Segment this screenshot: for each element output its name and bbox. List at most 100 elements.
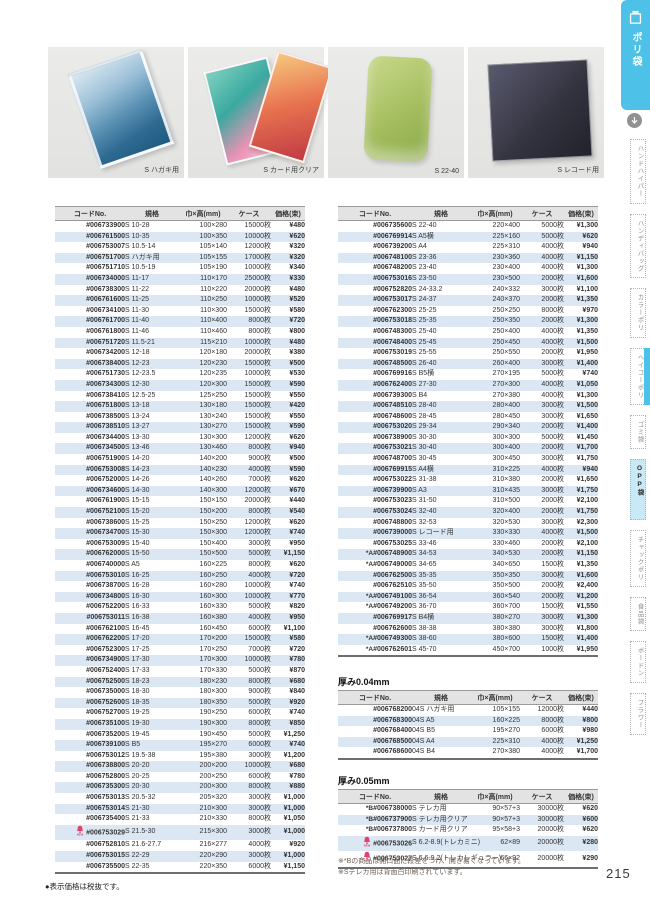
code-cell[interactable]: #006738510	[55, 422, 125, 433]
code-cell[interactable]: #006739100	[55, 740, 125, 751]
code-cell[interactable]: *B#006737800	[338, 825, 412, 836]
sidebar-tab-ハンドハイパー[interactable]: ハンドハイパー	[630, 139, 646, 204]
code-cell[interactable]: #006748200	[338, 263, 412, 274]
code-cell[interactable]: #006769917	[338, 612, 412, 624]
code-cell[interactable]: *A#006749000	[338, 560, 412, 571]
code-cell[interactable]: #006748100	[338, 252, 412, 264]
code-cell[interactable]: #006753013	[55, 793, 125, 804]
code-cell[interactable]: #006753014	[55, 803, 125, 815]
code-cell[interactable]: #006738600	[55, 518, 125, 529]
code-cell[interactable]: #006753019	[338, 348, 412, 359]
code-cell[interactable]: *A#006749300	[338, 634, 412, 645]
code-cell[interactable]: #006762510	[338, 581, 412, 592]
code-cell[interactable]: #006752700	[55, 708, 125, 719]
code-cell[interactable]: #006734600	[55, 485, 125, 497]
code-cell[interactable]: #006761700	[55, 316, 125, 327]
code-cell[interactable]: #006751710	[55, 263, 125, 274]
code-cell[interactable]: #006753012	[55, 751, 125, 762]
code-cell[interactable]: NEW #006753027	[338, 851, 412, 868]
sidebar-tab-ボードン[interactable]: ボードン	[630, 641, 646, 683]
code-cell[interactable]: #006733900	[55, 221, 125, 232]
scroll-down-button[interactable]	[627, 113, 642, 128]
code-cell[interactable]: #006738900	[338, 433, 412, 444]
code-cell[interactable]: #006739900	[338, 485, 412, 497]
code-cell[interactable]: #006762200	[55, 634, 125, 645]
code-cell[interactable]: #006735500	[55, 862, 125, 874]
code-cell[interactable]: #006748400	[338, 337, 412, 349]
code-cell[interactable]: #006768400	[338, 726, 412, 737]
code-cell[interactable]: *A#006749100	[338, 591, 412, 603]
code-cell[interactable]: #006751730	[55, 369, 125, 380]
code-cell[interactable]: *A#006762601	[338, 645, 412, 657]
code-cell[interactable]: #006748800	[338, 518, 412, 529]
code-cell[interactable]: #006762400	[338, 379, 412, 391]
code-cell[interactable]: #006738800	[55, 761, 125, 772]
code-cell[interactable]: #006740000	[55, 560, 125, 571]
code-cell[interactable]: *A#006748900	[338, 549, 412, 560]
sidebar-tab-ゴミ袋[interactable]: ゴミ袋	[630, 414, 646, 449]
code-cell[interactable]: #006752200	[55, 602, 125, 613]
code-cell[interactable]: #006735400	[55, 814, 125, 825]
code-cell[interactable]: #006735600	[338, 221, 412, 232]
code-cell[interactable]: #006768500	[338, 736, 412, 748]
code-cell[interactable]: #006752500	[55, 676, 125, 688]
code-cell[interactable]: #006753018	[338, 316, 412, 327]
sidebar-tab-ハンディバッグ[interactable]: ハンディバッグ	[630, 213, 646, 278]
code-cell[interactable]: NEW #006753026	[338, 835, 412, 852]
code-cell[interactable]: #006753023	[338, 496, 412, 507]
code-cell[interactable]: #006735000	[55, 687, 125, 698]
code-cell[interactable]: #006751800	[55, 401, 125, 412]
code-cell[interactable]: #006762100	[55, 624, 125, 635]
sidebar-tab-OPP袋[interactable]: OPP袋	[630, 459, 646, 520]
code-cell[interactable]: #006768200	[338, 705, 412, 716]
code-cell[interactable]: *A#006749200	[338, 602, 412, 613]
code-cell[interactable]: #006734100	[55, 306, 125, 317]
code-cell[interactable]: #006739300	[338, 391, 412, 402]
code-cell[interactable]: #006751900	[55, 454, 125, 465]
code-cell[interactable]: #006752810	[55, 840, 125, 851]
code-cell[interactable]: #006762500	[338, 570, 412, 582]
code-cell[interactable]: #006739200	[338, 242, 412, 253]
code-cell[interactable]: #006753016	[338, 273, 412, 285]
code-cell[interactable]: #006738300	[55, 285, 125, 296]
code-cell[interactable]: #006734400	[55, 433, 125, 444]
code-cell[interactable]: #006753024	[338, 507, 412, 518]
code-cell[interactable]: #006748500	[338, 358, 412, 370]
code-cell[interactable]: #006735200	[55, 730, 125, 741]
code-cell[interactable]: #006753025	[338, 539, 412, 550]
code-cell[interactable]: #006751700	[55, 252, 125, 264]
code-cell[interactable]: #006748600	[338, 412, 412, 423]
code-cell[interactable]: #006753020	[338, 422, 412, 433]
code-cell[interactable]: #006748510	[338, 401, 412, 412]
code-cell[interactable]: #006753011	[55, 612, 125, 624]
code-cell[interactable]: #006752800	[55, 772, 125, 783]
code-cell[interactable]: #006738700	[55, 581, 125, 592]
code-cell[interactable]: #006734800	[55, 591, 125, 603]
code-cell[interactable]: #006761800	[55, 327, 125, 338]
code-cell[interactable]: #006735300	[55, 782, 125, 794]
sidebar-tab-食品袋[interactable]: 食品袋	[630, 596, 646, 631]
sidebar-tab-チャックポリ[interactable]: チャックポリ	[630, 529, 646, 587]
code-cell[interactable]: #006734200	[55, 348, 125, 359]
code-cell[interactable]: #006753021	[338, 443, 412, 455]
code-cell[interactable]: #006751720	[55, 337, 125, 349]
code-cell[interactable]: #006762600	[338, 624, 412, 635]
code-cell[interactable]: #006762000	[55, 549, 125, 560]
code-cell[interactable]: #006753017	[338, 295, 412, 306]
code-cell[interactable]: #006738400	[55, 358, 125, 370]
sidebar-tab-カラーポリ[interactable]: カラーポリ	[630, 288, 646, 338]
code-cell[interactable]: *B#006738000	[338, 804, 412, 815]
category-tab-polybag[interactable]: ポリ袋	[621, 0, 650, 110]
code-cell[interactable]: #006753022	[338, 475, 412, 486]
code-cell[interactable]: #006753010	[55, 570, 125, 582]
code-cell[interactable]: #006753008	[55, 464, 125, 476]
code-cell[interactable]: #006752400	[55, 666, 125, 677]
code-cell[interactable]: #006762300	[338, 306, 412, 317]
code-cell[interactable]: #006739000	[338, 528, 412, 539]
code-cell[interactable]: #006738410	[55, 391, 125, 402]
code-cell[interactable]: #006753007	[55, 242, 125, 253]
code-cell[interactable]: #006769916	[338, 369, 412, 380]
code-cell[interactable]: #006752300	[55, 645, 125, 656]
code-cell[interactable]: #006738500	[55, 412, 125, 423]
code-cell[interactable]: #006734900	[55, 655, 125, 666]
